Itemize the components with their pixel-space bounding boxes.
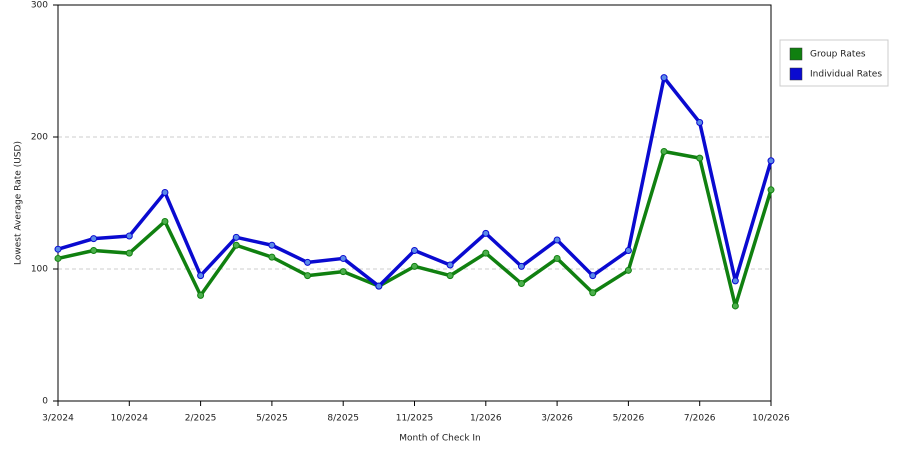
point-marker [767, 157, 775, 165]
point-marker [304, 272, 312, 280]
point-marker [517, 262, 525, 270]
point-marker [767, 186, 775, 194]
point-marker [553, 236, 561, 244]
point-marker [268, 253, 276, 261]
point-marker [696, 154, 704, 162]
point-marker [90, 235, 98, 243]
point-marker [232, 241, 240, 249]
point-marker [339, 268, 347, 276]
y-tick-label: 200 [31, 133, 48, 143]
point-marker [125, 232, 133, 240]
point-marker [268, 241, 276, 249]
point-marker [731, 277, 739, 285]
point-marker [54, 254, 62, 262]
point-marker [197, 272, 205, 280]
x-tick-label: 10/2026 [752, 414, 790, 424]
point-marker [375, 282, 383, 290]
point-marker [482, 229, 490, 237]
point-marker [446, 272, 454, 280]
point-marker [660, 74, 668, 82]
legend-swatch [789, 67, 803, 81]
point-marker [339, 254, 347, 262]
point-marker [446, 261, 454, 269]
point-marker [589, 272, 597, 280]
x-tick-label: 3/2024 [42, 414, 74, 424]
series-line [57, 149, 773, 308]
point-marker [411, 262, 418, 270]
point-marker [731, 302, 739, 310]
x-axis-label: Month of Check In [399, 434, 481, 444]
point-marker [624, 266, 632, 274]
point-marker [304, 258, 312, 266]
point-marker [90, 247, 98, 255]
point-marker [553, 254, 561, 262]
x-tick-label: 1/2026 [470, 414, 502, 424]
point-marker [624, 247, 632, 255]
x-tick-label: 5/2026 [613, 414, 645, 424]
y-axis-label: Lowest Average Rate (USD) [14, 141, 24, 265]
x-tick-label: 8/2025 [327, 414, 359, 424]
point-marker [232, 233, 240, 241]
x-tick-label: 3/2026 [541, 414, 573, 424]
legend-swatch [789, 47, 803, 61]
point-marker [589, 289, 597, 297]
x-tick-label: 10/2024 [111, 414, 149, 424]
point-marker [54, 245, 62, 253]
x-tick-label: 2/2025 [185, 414, 217, 424]
series-line [57, 75, 773, 288]
point-marker [660, 148, 668, 156]
y-tick-label: 0 [42, 397, 48, 407]
legend-label: Group Rates [810, 50, 866, 60]
point-marker [161, 217, 169, 225]
x-tick-label: 7/2026 [684, 414, 716, 424]
x-tick-label: 11/2025 [396, 414, 433, 424]
point-marker [125, 249, 133, 257]
legend-label: Individual Rates [810, 70, 882, 80]
y-tick-label: 300 [31, 1, 48, 11]
plot-frame [57, 4, 772, 402]
point-marker [517, 280, 525, 288]
y-tick-label: 100 [31, 265, 48, 275]
point-marker [411, 247, 418, 255]
point-marker [161, 188, 169, 196]
point-marker [696, 118, 704, 126]
point-marker [482, 249, 490, 257]
point-marker [197, 291, 205, 299]
x-tick-label: 5/2025 [256, 414, 288, 424]
